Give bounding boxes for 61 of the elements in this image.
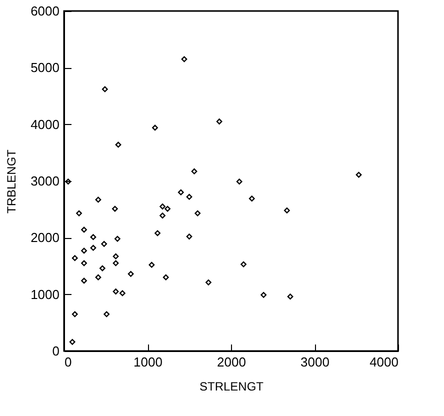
point <box>160 204 166 210</box>
x-tick-label: 0 <box>64 354 72 370</box>
point <box>120 290 126 296</box>
point <box>260 292 267 298</box>
point <box>284 208 290 214</box>
x-tick-label: 3000 <box>300 354 330 370</box>
point <box>112 260 119 266</box>
point <box>154 230 160 236</box>
y-tick-label: 4000 <box>30 116 60 132</box>
point <box>186 194 192 200</box>
point <box>206 279 212 286</box>
y-tick-label: 5000 <box>30 60 60 76</box>
y-tick-label: 2000 <box>30 230 60 246</box>
point <box>216 118 222 124</box>
point <box>81 248 87 254</box>
point <box>114 236 120 242</box>
x-tick-label: 1000 <box>134 354 162 370</box>
point <box>112 206 118 212</box>
point <box>112 288 119 294</box>
point <box>248 196 255 202</box>
point <box>112 253 119 260</box>
point <box>152 124 158 131</box>
x-tick-label: 4000 <box>370 354 398 370</box>
y-axis-title: TRBLENGT <box>4 148 19 214</box>
point <box>95 196 102 203</box>
point <box>81 278 87 284</box>
point <box>81 260 87 266</box>
y-tick-label: 3000 <box>30 174 60 188</box>
point <box>191 168 198 174</box>
point <box>148 262 155 268</box>
point <box>69 338 76 345</box>
point <box>128 270 134 277</box>
point <box>72 311 78 318</box>
point <box>76 210 82 216</box>
point <box>90 234 96 240</box>
point <box>101 240 108 247</box>
point <box>104 311 110 318</box>
point <box>236 178 242 185</box>
point <box>99 265 106 272</box>
point <box>194 210 201 216</box>
point <box>240 261 246 268</box>
point <box>186 234 192 240</box>
point <box>90 244 96 251</box>
x-axis-title: STRLENGT <box>199 380 264 394</box>
point <box>115 142 122 148</box>
point <box>81 226 87 233</box>
point <box>102 86 108 92</box>
point <box>356 172 362 178</box>
point <box>287 294 294 300</box>
point <box>160 212 166 219</box>
y-tick-label: 1000 <box>30 286 60 302</box>
point <box>72 255 78 262</box>
point <box>95 274 102 280</box>
point <box>178 189 184 196</box>
point <box>164 206 170 212</box>
x-tick-label: 2000 <box>217 354 246 370</box>
y-tick-label: 6000 <box>30 4 60 18</box>
point <box>162 274 169 280</box>
point <box>181 56 188 62</box>
y-tick-label: 0 <box>52 344 60 358</box>
point <box>65 178 72 185</box>
